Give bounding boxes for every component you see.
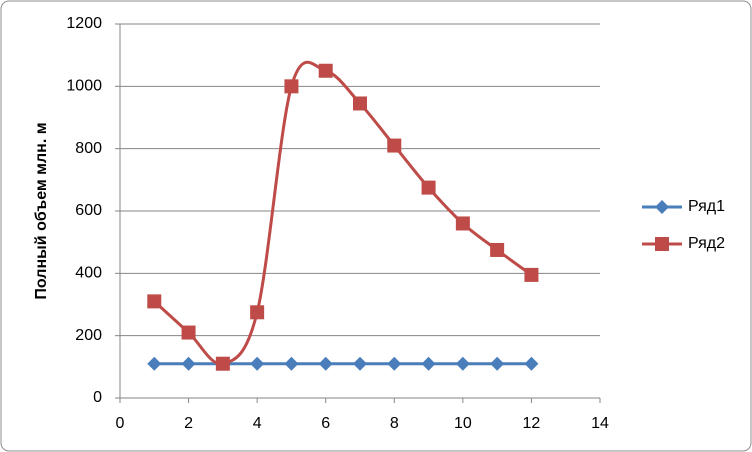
data-point [181,356,196,371]
x-tick-label: 10 [454,415,472,432]
data-point [421,356,436,371]
x-tick-label: 4 [253,415,262,432]
data-point [524,356,539,371]
data-point [318,356,333,371]
x-tick-label: 2 [184,415,193,432]
x-tick-label: 8 [390,415,399,432]
legend-label: Ряд1 [688,198,725,215]
data-point [421,180,436,195]
data-point [455,356,470,371]
data-point [318,63,333,78]
y-tick-label: 600 [75,202,102,219]
data-point [250,305,265,320]
x-tick-label: 12 [523,415,541,432]
data-point [181,325,196,340]
y-tick-label: 0 [93,389,102,406]
y-tick-label: 800 [75,140,102,157]
y-tick-label: 400 [75,265,102,282]
x-tick-label: 0 [116,415,125,432]
data-point [353,96,367,111]
y-axis-label: Полный объем млн. м [33,122,50,299]
data-point [250,356,265,371]
y-tick-label: 200 [75,327,102,344]
data-point [147,356,162,371]
data-point [284,356,299,371]
data-point [387,356,402,371]
data-point [490,356,505,371]
y-tick-label: 1200 [66,15,102,32]
data-point [387,138,402,153]
legend-marker [655,237,669,251]
data-point [215,356,230,371]
data-point [353,356,367,371]
data-point [284,79,299,94]
x-tick-label: 14 [591,415,609,432]
legend-label: Ряд2 [688,235,725,252]
x-tick-label: 6 [321,415,330,432]
data-point [524,267,539,282]
data-point [490,242,505,257]
y-tick-label: 1000 [66,78,102,95]
data-point [147,294,162,309]
data-point [455,216,470,231]
legend-marker [655,200,669,214]
